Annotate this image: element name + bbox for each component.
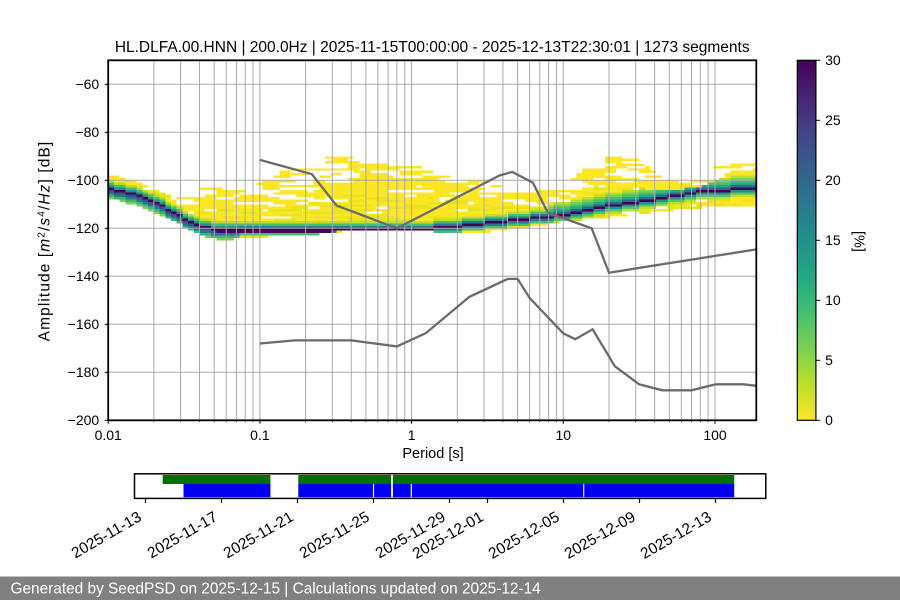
svg-text:2025-11-25: 2025-11-25 [297, 509, 373, 563]
svg-text:30: 30 [825, 52, 841, 68]
svg-text:−60: −60 [75, 76, 99, 92]
svg-text:25: 25 [825, 112, 841, 128]
svg-text:10: 10 [825, 292, 841, 308]
svg-text:2025-12-13: 2025-12-13 [638, 509, 715, 563]
svg-text:100: 100 [703, 427, 727, 443]
svg-text:20: 20 [825, 172, 841, 188]
svg-text:2025-11-17: 2025-11-17 [145, 509, 221, 563]
svg-text:Period [s]: Period [s] [402, 446, 463, 462]
svg-text:2025-12-05: 2025-12-05 [486, 509, 563, 563]
svg-text:0.1: 0.1 [250, 427, 270, 443]
svg-text:[%]: [%] [851, 231, 867, 252]
svg-text:5: 5 [825, 352, 833, 368]
svg-text:−120: −120 [68, 220, 100, 236]
svg-text:2025-12-09: 2025-12-09 [562, 509, 639, 563]
svg-text:0: 0 [825, 412, 833, 428]
svg-text:−200: −200 [68, 412, 100, 428]
svg-text:2025-11-21: 2025-11-21 [221, 509, 297, 563]
svg-text:−100: −100 [68, 172, 100, 188]
svg-text:Generated by SeedPSD on 2025-1: Generated by SeedPSD on 2025-12-15 | Cal… [11, 581, 542, 598]
svg-text:10: 10 [556, 427, 572, 443]
svg-text:1: 1 [408, 427, 416, 443]
svg-text:15: 15 [825, 232, 841, 248]
svg-text:−160: −160 [68, 316, 100, 332]
svg-text:2025-11-13: 2025-11-13 [69, 509, 145, 563]
svg-text:−80: −80 [75, 124, 99, 140]
svg-text:−140: −140 [68, 268, 100, 284]
svg-text:0.01: 0.01 [95, 427, 122, 443]
svg-text:−180: −180 [68, 364, 100, 380]
svg-text:HL.DLFA.00.HNN | 200.0Hz | 202: HL.DLFA.00.HNN | 200.0Hz | 2025-11-15T00… [115, 39, 750, 56]
svg-text:Amplitude [m2/s4/Hz] [dB]: Amplitude [m2/s4/Hz] [dB] [37, 141, 54, 342]
